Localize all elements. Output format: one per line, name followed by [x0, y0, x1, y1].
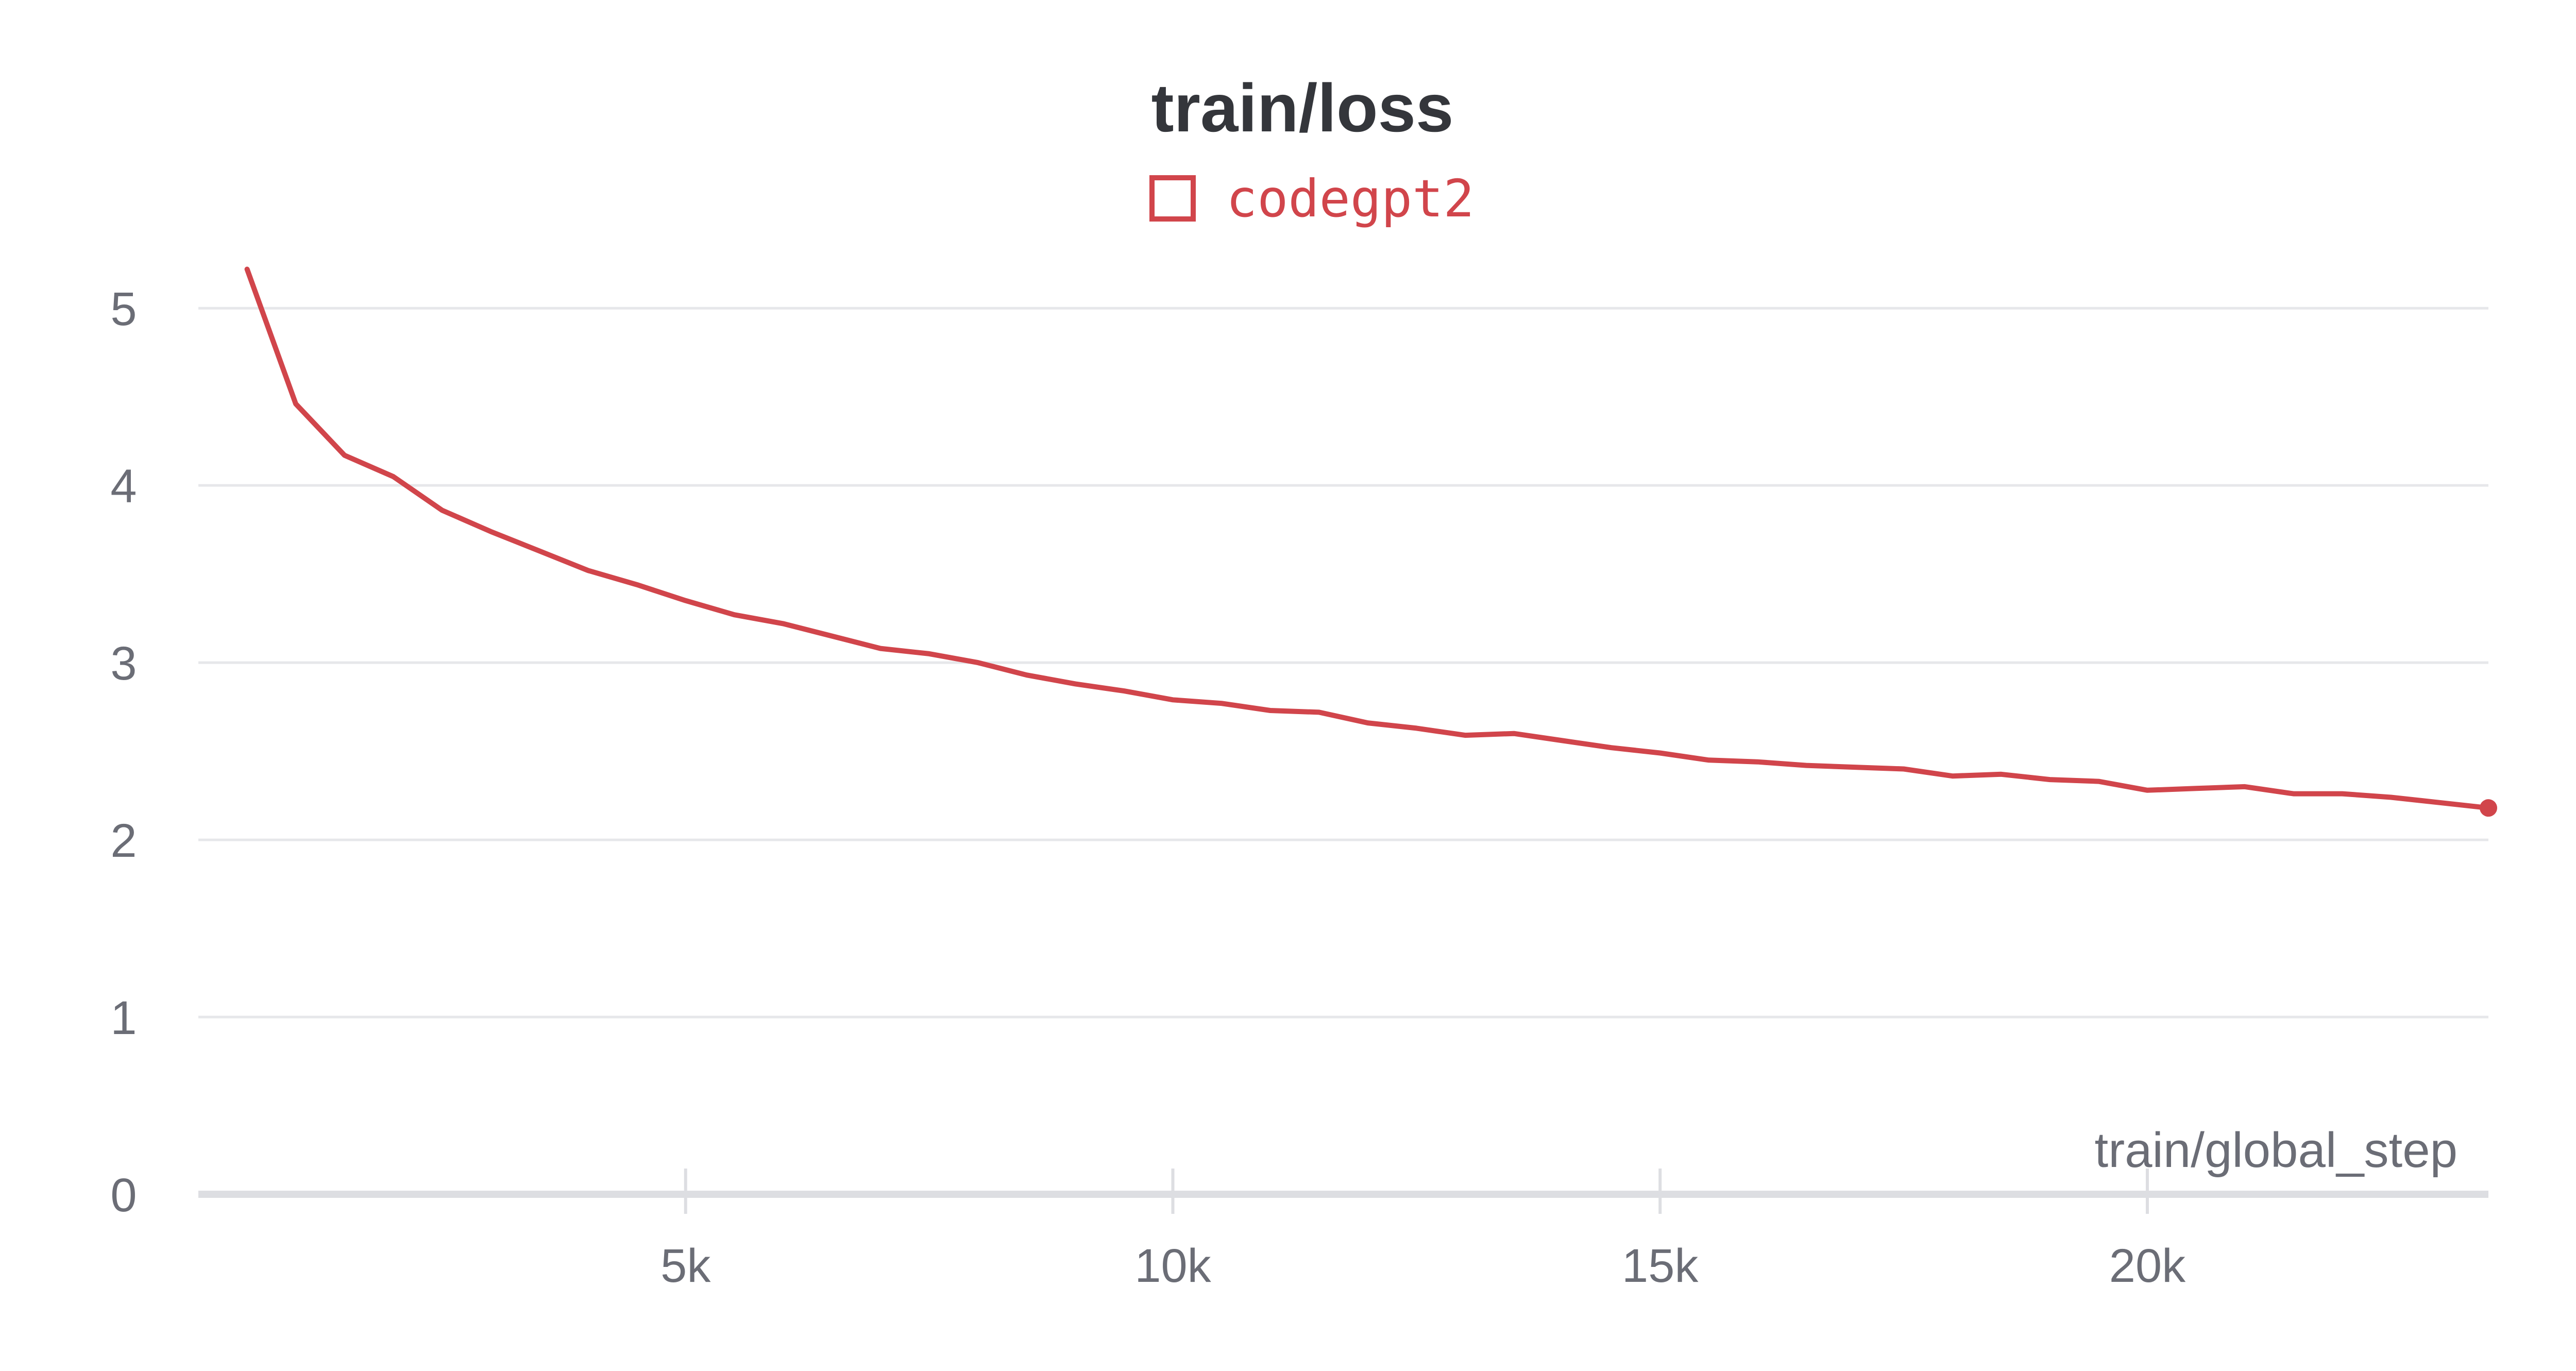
y-tick-label: 2 [110, 815, 137, 867]
x-tick-label: 5k [660, 1240, 711, 1292]
legend-label: codegpt2 [1226, 168, 1475, 229]
x-tick-label: 15k [1622, 1240, 1699, 1292]
series-layer[interactable] [244, 266, 2497, 817]
x-tick-label: 20k [2109, 1240, 2186, 1292]
y-tick-label: 3 [110, 637, 137, 690]
series-endpoint-marker[interactable] [2480, 799, 2497, 817]
gridlines [198, 307, 2488, 1019]
chart-title: train/loss [1151, 70, 1454, 146]
legend-swatch [1149, 175, 1196, 222]
y-tick-label: 4 [110, 460, 137, 513]
y-tick-label: 0 [110, 1169, 137, 1222]
y-tick-label: 5 [110, 283, 137, 335]
y-tick-label: 1 [110, 992, 137, 1044]
x-axis: 5k 10k 15k 20k [198, 1169, 2488, 1292]
series-line-codegpt2[interactable] [244, 266, 2491, 811]
x-axis-title: train/global_step [2095, 1123, 2458, 1178]
y-axis: 0 1 2 3 4 5 [110, 283, 137, 1222]
x-tick-label: 10k [1134, 1240, 1211, 1292]
legend[interactable]: codegpt2 [1149, 168, 1475, 229]
